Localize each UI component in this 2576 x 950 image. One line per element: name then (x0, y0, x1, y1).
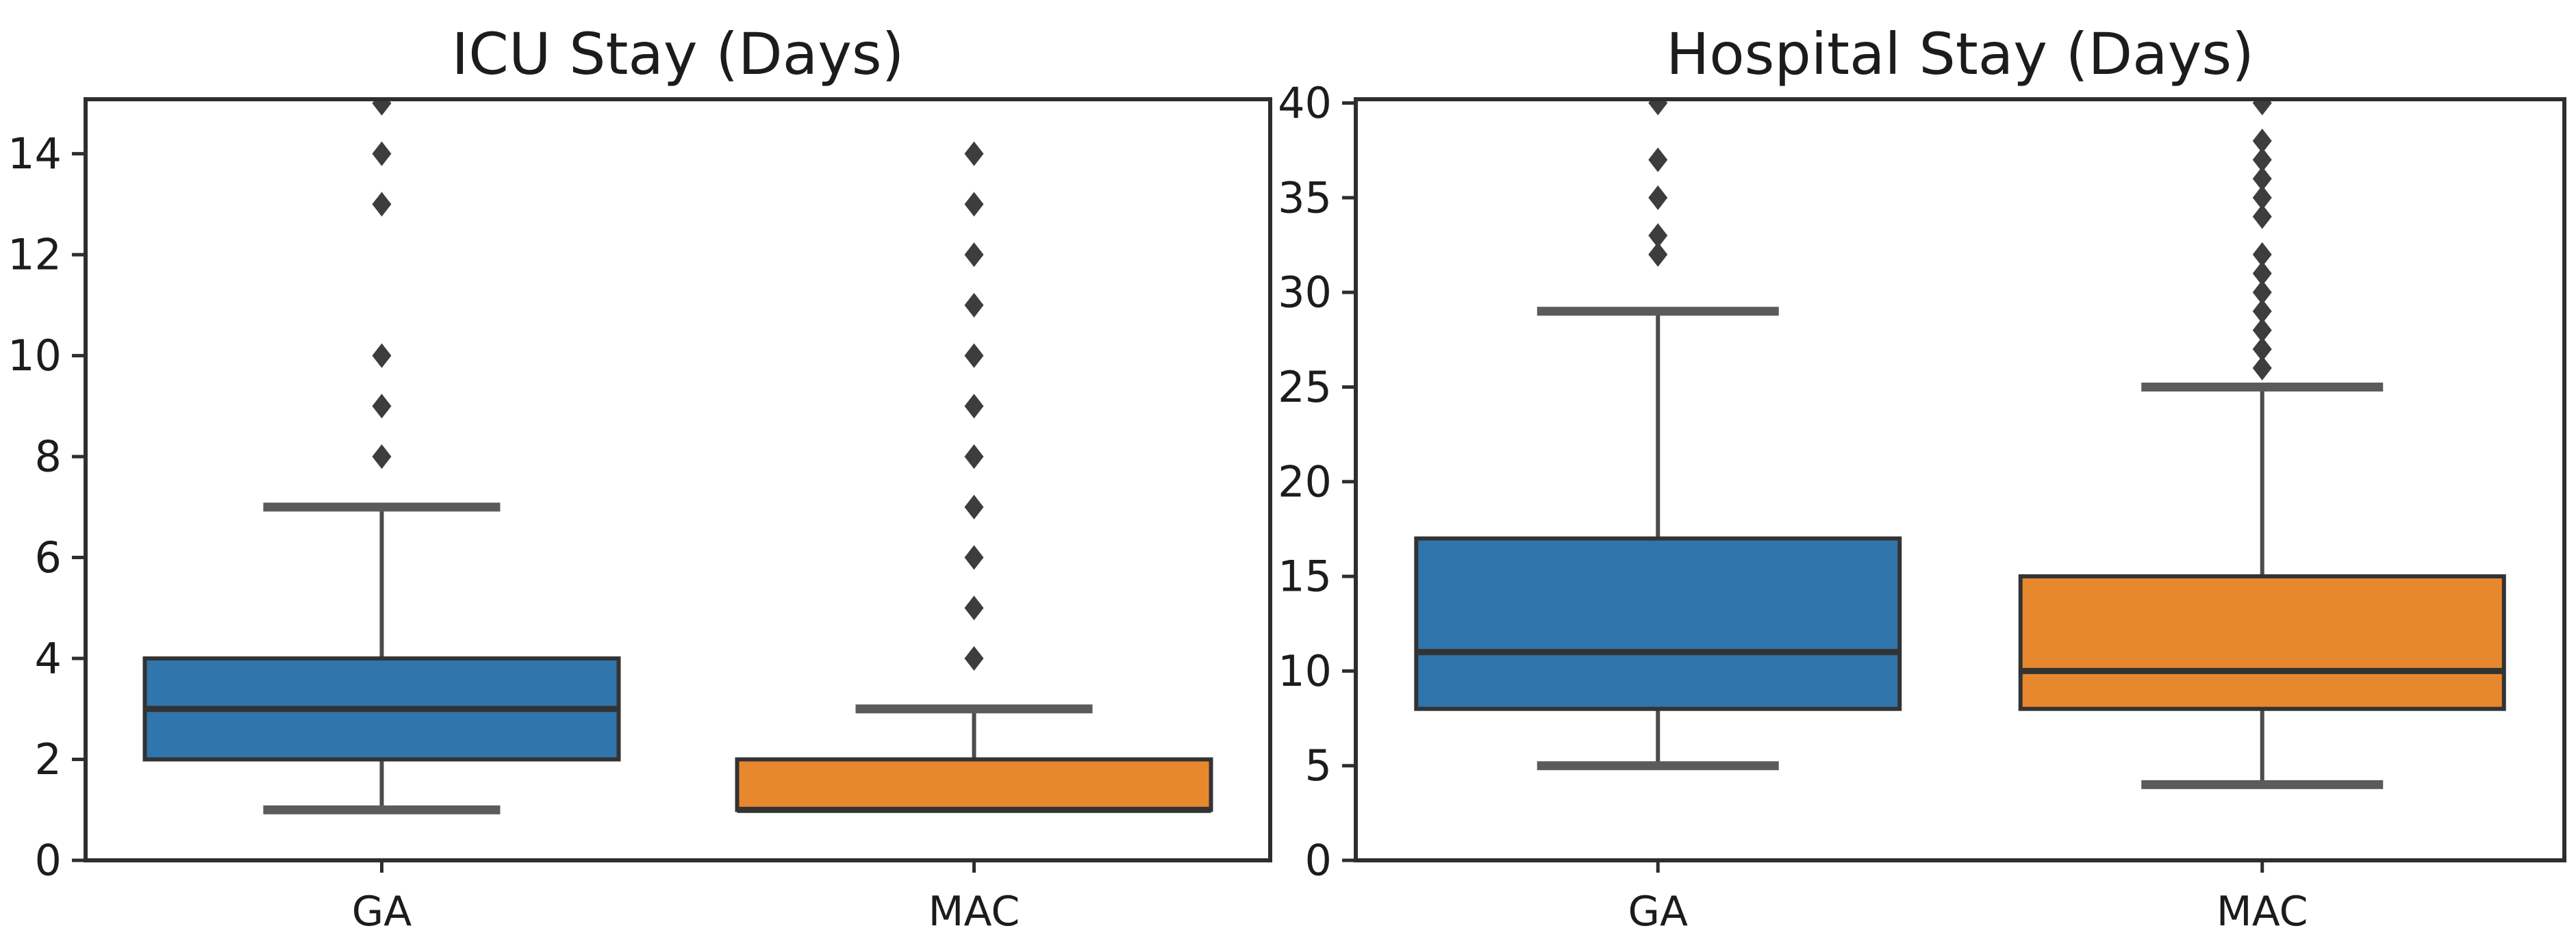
outliers-icu-stay-days-ga (372, 99, 392, 470)
y-tick-label: 5 (1305, 741, 1332, 791)
y-tick-label: 0 (1305, 836, 1332, 886)
outlier-diamond (2252, 242, 2272, 267)
plot-title-hospital-stay-days: Hospital Stay (Days) (1666, 21, 2254, 88)
outlier-diamond (372, 444, 392, 470)
outlier-diamond (2252, 147, 2272, 172)
y-tick-label: 30 (1278, 268, 1332, 318)
axes-background (1356, 99, 2564, 860)
outliers-hospital-stay-days-ga (1648, 99, 1668, 267)
outlier-diamond (2252, 185, 2272, 210)
outlier-diamond (2252, 280, 2272, 305)
plot-title-icu-stay-days: ICU Stay (Days) (452, 21, 905, 88)
outlier-diamond (372, 99, 392, 116)
outlier-diamond (964, 646, 984, 671)
outlier-diamond (964, 394, 984, 419)
box-group-hospital-stay-days-mac: MAC (2018, 99, 2506, 936)
y-tick-label: 14 (8, 129, 62, 179)
outlier-diamond (1648, 185, 1668, 210)
outlier-diamond (964, 444, 984, 470)
x-tick-label-ga: GA (1628, 888, 1688, 936)
outlier-diamond (2252, 99, 2272, 116)
subplot-icu-stay-days: ICU Stay (Days) 0 2 4 6 8 10 12 14 GA MAC (8, 21, 1272, 936)
y-tick-label: 0 (35, 836, 62, 886)
outlier-diamond (2252, 204, 2272, 229)
x-tick-label-mac: MAC (929, 888, 1020, 936)
outlier-diamond (964, 545, 984, 570)
x-tick-label-mac: MAC (2217, 888, 2308, 936)
axes-spines (1354, 97, 2566, 862)
y-tick-label: 2 (35, 734, 62, 784)
y-tick-label: 25 (1278, 362, 1332, 412)
outlier-diamond (964, 343, 984, 368)
outliers-hospital-stay-days-mac (2252, 99, 2272, 381)
iqr-box-mac (2018, 574, 2506, 711)
outlier-diamond (964, 494, 984, 519)
outlier-diamond (1648, 147, 1668, 172)
outlier-diamond (2252, 128, 2272, 153)
outlier-diamond (964, 141, 984, 166)
outlier-diamond (2252, 166, 2272, 192)
axes-spines (84, 97, 1272, 862)
y-tick-label: 4 (35, 634, 62, 684)
box-group-icu-stay-days-ga: GA (142, 99, 621, 936)
y-tick-label: 6 (35, 532, 62, 582)
outlier-diamond (2252, 355, 2272, 381)
outlier-diamond (1648, 242, 1668, 267)
box-group-icu-stay-days-mac: MAC (735, 141, 1213, 936)
y-tick-label: 10 (1278, 646, 1332, 696)
outlier-diamond (1648, 223, 1668, 248)
outlier-diamond (2252, 298, 2272, 324)
iqr-box-ga (1414, 536, 1902, 711)
x-tick-label-ga: GA (352, 888, 412, 936)
y-tick-label: 8 (35, 432, 62, 482)
y-tick-label: 20 (1278, 457, 1332, 506)
subplot-hospital-stay-days: Hospital Stay (Days) 0 5 10 15 20 25 30 35 40 GA MA… (1278, 21, 2566, 936)
outlier-diamond (2252, 337, 2272, 362)
outlier-diamond (372, 394, 392, 419)
outlier-diamond (372, 192, 392, 217)
iqr-box-mac (735, 757, 1213, 812)
box-group-hospital-stay-days-ga: GA (1414, 99, 1902, 936)
y-tick-label: 35 (1278, 172, 1332, 222)
y-tick-label: 10 (8, 331, 62, 381)
y-tick-label: 12 (8, 230, 62, 280)
outliers-icu-stay-days-mac (964, 141, 984, 671)
outlier-diamond (1648, 99, 1668, 116)
outlier-diamond (2252, 318, 2272, 343)
y-tick-label: 15 (1278, 552, 1332, 602)
y-tick-label: 40 (1278, 78, 1332, 128)
outlier-diamond (964, 595, 984, 621)
outlier-diamond (964, 292, 984, 318)
outlier-diamond (372, 141, 392, 166)
outlier-diamond (964, 242, 984, 268)
outlier-diamond (2252, 261, 2272, 286)
outlier-diamond (372, 343, 392, 368)
outlier-diamond (964, 192, 984, 217)
